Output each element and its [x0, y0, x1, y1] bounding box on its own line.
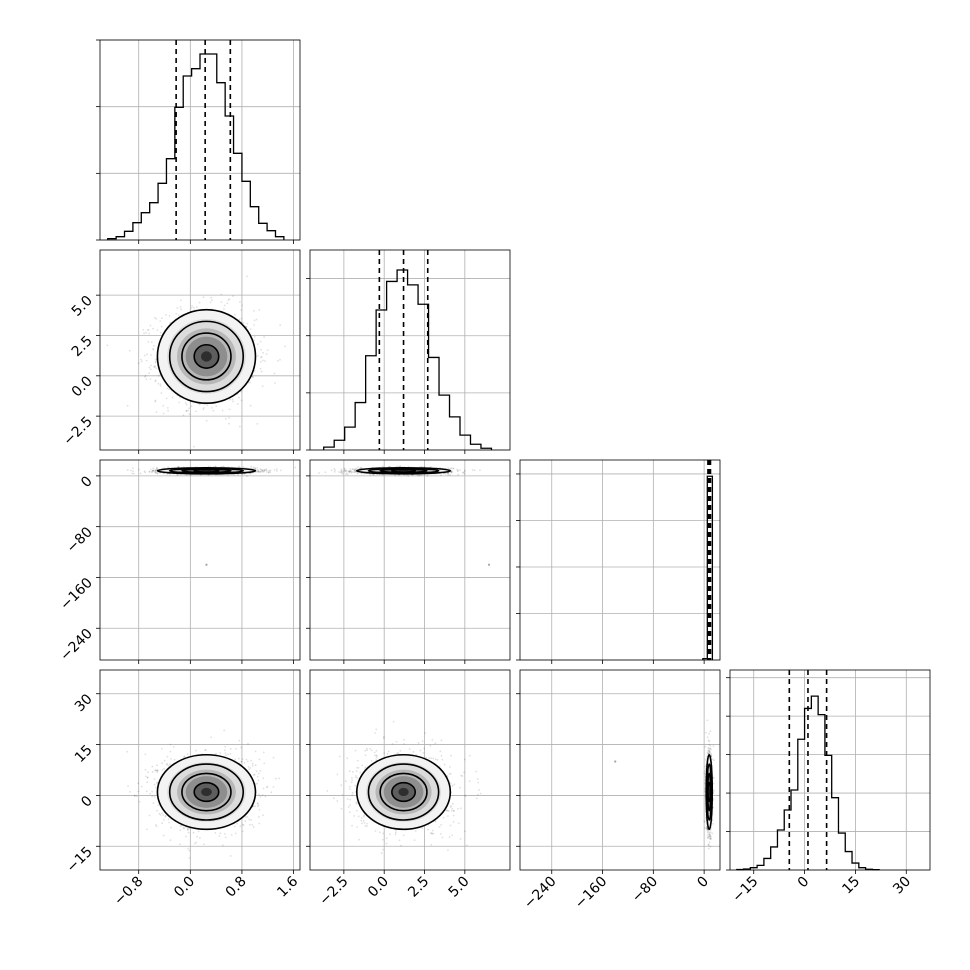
contour-3	[156, 308, 257, 405]
contour-3	[355, 466, 452, 475]
panel-frame	[99, 669, 301, 871]
scatter-panel-1-3	[306, 669, 511, 874]
contour-3	[355, 753, 452, 831]
contour-0	[193, 781, 220, 803]
scatter-panel-0-3	[96, 669, 301, 874]
outlier-point	[487, 563, 491, 566]
x-tick-label-0-1: 0.0	[171, 874, 198, 901]
outlier-point	[205, 563, 208, 566]
x-tick-label-3-3: 30	[890, 874, 914, 898]
contour-2	[168, 763, 245, 821]
panel-frame	[309, 459, 511, 661]
contour-1	[181, 332, 232, 381]
panel-content	[318, 465, 481, 478]
panel-frame	[519, 459, 721, 661]
x-tick-label-3-2: 15	[839, 874, 863, 898]
histogram-panel-3	[726, 669, 931, 874]
histogram-step-line	[323, 269, 493, 450]
contour-0	[391, 781, 417, 803]
x-tick-label-0-0: −0.8	[111, 874, 146, 909]
x-tick-label-0-2: 0.8	[223, 874, 250, 901]
scatter-panel-1-2	[306, 459, 511, 664]
y-tick-label-2-1: −160	[57, 575, 96, 614]
panel-frame	[519, 669, 721, 871]
x-tick-label-2-1: −160	[572, 874, 611, 913]
contour-2	[367, 763, 440, 821]
panel-frame	[99, 249, 301, 451]
x-tick-label-1-2: 2.5	[405, 874, 432, 901]
contour-3	[156, 753, 257, 831]
contour-2	[168, 320, 245, 393]
y-tick-label-2-0: −240	[57, 626, 96, 665]
y-tick-label-1-1: 0.0	[69, 373, 96, 400]
scatter-panel-0-2	[96, 459, 301, 664]
density-level-5	[398, 787, 409, 797]
y-tick-label-3-1: 0	[78, 793, 96, 811]
histogram-step-line	[702, 475, 714, 660]
x-tick-label-0-3: 1.6	[274, 873, 301, 900]
x-tick-label-2-3: 0	[694, 874, 712, 892]
x-tick-label-1-3: 5.0	[446, 874, 473, 901]
y-tick-label-1-2: 2.5	[69, 333, 96, 360]
panel-content	[126, 465, 297, 477]
scatter-panel-0-1	[96, 249, 301, 454]
panel-frame	[309, 669, 511, 871]
histogram-panel-1	[306, 249, 511, 454]
x-tick-label-3-1: 0	[795, 874, 813, 892]
panel-content	[326, 720, 482, 854]
panel-frame	[99, 39, 301, 241]
contour-1	[181, 772, 232, 812]
histogram-step-line	[107, 53, 285, 240]
y-tick-label-1-0: −2.5	[60, 414, 95, 449]
contour-3	[156, 466, 257, 475]
panel-frame	[99, 459, 301, 661]
panel-content	[703, 719, 716, 850]
y-tick-label-3-3: 30	[72, 691, 96, 715]
x-tick-label-2-2: −80	[629, 874, 661, 906]
y-tick-label-3-0: −15	[64, 844, 96, 876]
panel-frame	[309, 249, 511, 451]
density-level-5	[708, 787, 710, 797]
y-tick-label-2-3: 0	[78, 473, 96, 491]
histogram-panel-0	[96, 39, 301, 244]
contour-3	[705, 753, 714, 831]
x-tick-label-2-0: −240	[521, 874, 560, 913]
panel-content	[126, 729, 281, 859]
density-level-5	[201, 787, 212, 797]
panel-frame	[729, 669, 931, 871]
density-level-5	[201, 470, 212, 472]
contour-1	[379, 772, 428, 812]
contour-0	[193, 343, 220, 369]
density-level-5	[201, 351, 212, 362]
x-tick-label-3-0: −15	[729, 874, 761, 906]
y-tick-label-3-2: 15	[72, 742, 96, 766]
histogram-panel-2	[516, 459, 721, 664]
x-tick-label-1-0: −2.5	[316, 874, 351, 909]
scatter-panel-2-3	[516, 669, 721, 874]
y-tick-label-2-2: −80	[64, 524, 96, 556]
x-tick-label-1-1: 0.0	[365, 874, 392, 901]
y-tick-label-1-3: 5.0	[69, 293, 96, 320]
density-level-5	[398, 470, 409, 472]
panel-content	[106, 275, 286, 448]
outlier-point	[614, 760, 617, 763]
